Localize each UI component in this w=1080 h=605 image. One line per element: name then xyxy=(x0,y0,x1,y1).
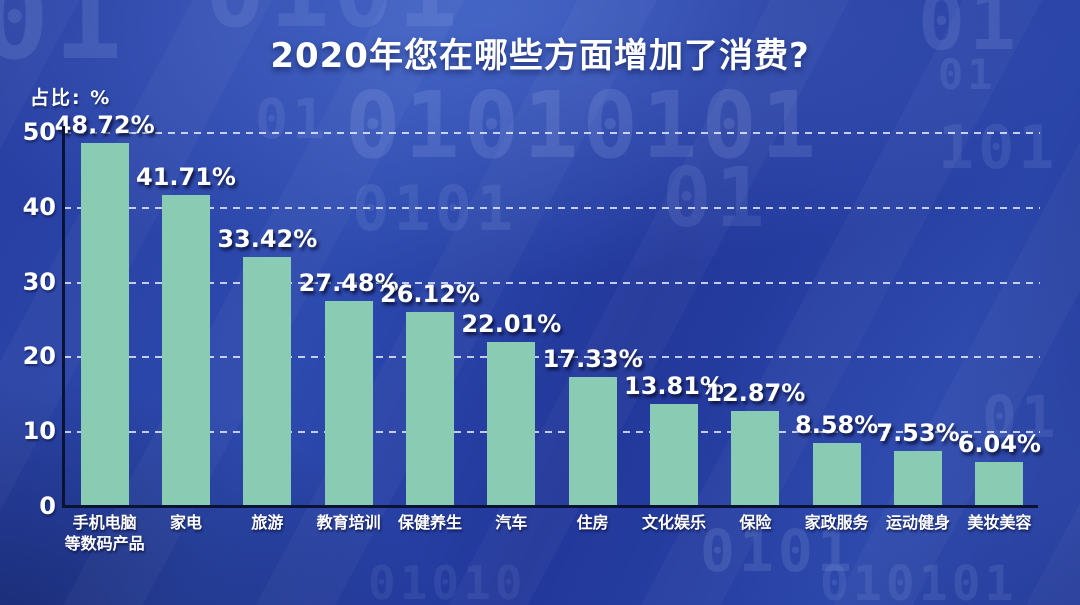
x-tick-label-line: 美妆美容 xyxy=(967,513,1032,532)
x-tick-label: 手机电脑 等数码产品 xyxy=(65,513,145,555)
x-tick-label-line: 运动健身 xyxy=(885,513,951,532)
x-tick-label-line: 等数码产品 xyxy=(64,533,145,553)
bar-value-label: 12.87% xyxy=(705,378,806,407)
bar xyxy=(812,442,861,507)
bar-value-label: 6.04% xyxy=(957,429,1041,458)
chart-title: 2020年您在哪些方面增加了消费? xyxy=(270,36,810,76)
y-tick-label: 40 xyxy=(22,192,56,221)
bar-value-label: 33.42% xyxy=(217,225,318,254)
bar xyxy=(568,377,617,507)
bar xyxy=(243,257,292,507)
y-tick-label: 10 xyxy=(22,417,56,446)
x-tick-label-line: 住房 xyxy=(576,513,609,532)
x-tick-label: 美妆美容 xyxy=(967,513,1031,534)
bar xyxy=(650,403,698,507)
x-tick-label: 运动健身 xyxy=(886,513,950,534)
x-tick-label: 汽车 xyxy=(495,513,527,534)
bar xyxy=(731,410,780,507)
gridline-30 xyxy=(64,281,1040,284)
bar-value-label: 7.53% xyxy=(876,418,960,447)
bar xyxy=(894,450,942,507)
x-tick-label-line: 旅游 xyxy=(251,513,284,532)
bar-value-label: 22.01% xyxy=(461,310,562,339)
bar xyxy=(80,142,129,507)
x-tick-label-line: 汽车 xyxy=(495,513,528,532)
bar-value-label: 8.58% xyxy=(795,410,879,439)
x-tick-label: 保健养生 xyxy=(398,513,462,534)
x-tick-label-line: 文化娱乐 xyxy=(641,513,707,532)
bar-value-label: 13.81% xyxy=(624,371,724,400)
x-tick-label-line: 家政服务 xyxy=(804,513,869,532)
bar xyxy=(162,195,210,507)
y-tick-label: 50 xyxy=(22,118,56,146)
bar xyxy=(324,301,373,507)
y-axis-title: 占比: % xyxy=(30,87,112,109)
x-tick-label: 家电 xyxy=(170,513,202,534)
x-tick-label-line: 保健养生 xyxy=(397,513,463,532)
x-tick-label: 家政服务 xyxy=(805,513,869,534)
x-axis-labels: 手机电脑 等数码产品 家电 旅游 教育培训 保健养生 汽车 住房 文化娱乐 保险 家政服务 运动健身美… xyxy=(64,513,1040,573)
y-tick-label: 0 xyxy=(39,492,56,520)
x-tick-label-line: 保险 xyxy=(739,513,772,532)
x-tick-label: 保险 xyxy=(739,513,771,534)
x-tick-label: 旅游 xyxy=(251,513,283,534)
bar xyxy=(487,342,536,507)
bar-value-label: 27.48% xyxy=(298,269,399,298)
y-axis-line xyxy=(62,126,65,508)
bar-value-label: 41.71% xyxy=(136,163,236,192)
gridline-50 xyxy=(64,132,1040,134)
x-tick-label-line: 家电 xyxy=(169,513,203,532)
bar xyxy=(406,311,454,507)
bar-value-label: 26.12% xyxy=(380,279,480,308)
plot-area: 48.72% 41.71% 33.42% 27.48% 26.12% 22.01% 17.3… xyxy=(55,111,1041,507)
x-tick-label-line: 手机电脑 xyxy=(72,513,137,532)
x-tick-label: 住房 xyxy=(577,513,609,534)
y-tick-label: 30 xyxy=(22,267,56,296)
bar-value-label: 17.33% xyxy=(542,345,643,374)
x-tick-label: 文化娱乐 xyxy=(642,513,706,534)
gridline-10 xyxy=(64,431,1040,434)
bar-value-label: 48.72% xyxy=(54,110,155,139)
bar xyxy=(975,461,1024,507)
x-tick-label: 教育培训 xyxy=(317,513,381,534)
gridline-20 xyxy=(64,356,1040,359)
gridline-40 xyxy=(64,206,1040,209)
x-axis-line xyxy=(63,505,1038,508)
y-tick-label: 20 xyxy=(22,342,56,371)
x-tick-label-line: 教育培训 xyxy=(316,513,381,532)
